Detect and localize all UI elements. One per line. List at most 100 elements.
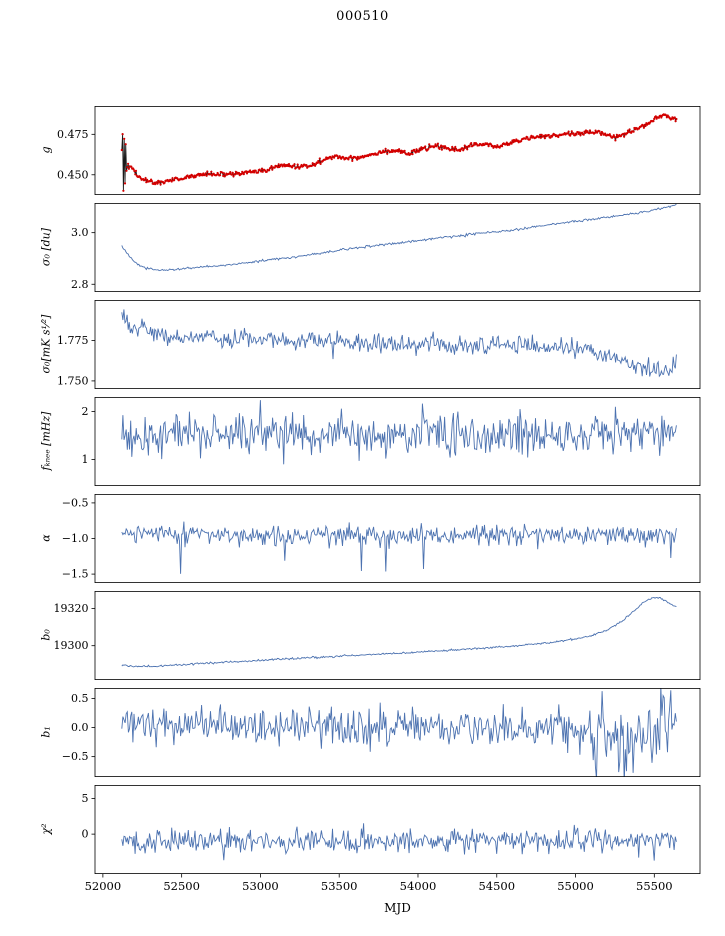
plot-area-sigma0-du: 2.8 3.0 [71,203,701,292]
data-point [120,148,123,152]
data-point [543,137,547,140]
data-point [417,150,420,153]
data-point [411,153,414,156]
data-point [674,120,677,123]
plot-area-chi2: 05 [82,785,701,878]
series-sigma0_mks [121,309,677,378]
data-point [205,174,208,177]
data-point [146,178,149,181]
y-tick-label: 19320 [54,602,89,615]
data-point [614,139,617,142]
data-point [468,145,471,148]
data-point [268,169,271,172]
data-point [600,133,603,136]
y-tick-label: 0.450 [57,168,89,181]
data-point [539,136,543,139]
axes-frame [94,106,701,195]
x-tick-label: 53500 [320,879,358,893]
axes-frame [94,591,701,680]
data-point [428,143,431,146]
series-line [121,823,677,861]
data-point [210,170,213,173]
data-point [524,137,527,140]
data-point [261,170,264,173]
x-tick-label: 54500 [478,879,516,893]
data-point [486,143,489,146]
data-point [277,163,280,166]
data-point [547,133,550,137]
data-point [237,171,241,175]
data-point [132,168,135,171]
data-point [657,116,661,119]
data-point [254,169,257,172]
y-tick-label: 19300 [54,639,89,652]
data-point [134,169,138,172]
data-point [171,177,174,180]
data-point [127,167,130,170]
series-sigma0_du [121,203,677,272]
data-point [598,130,601,133]
y-tick-label: −0.5 [62,496,89,509]
panel-alpha: α −1.5 −1.0 −0.5 [0,494,725,583]
data-point [197,172,200,175]
data-point [505,141,508,144]
plot-area-b0: 19300 19320 [54,591,701,680]
axes-frame [94,785,701,874]
data-point [575,133,578,136]
series-line [121,521,677,574]
data-point [579,134,582,137]
data-point [665,114,668,117]
data-point [608,133,611,136]
data-point [540,133,543,136]
data-point [675,117,678,121]
data-point [333,156,336,159]
data-point [386,152,389,155]
y-tick-label: 0.475 [57,128,89,141]
data-point [472,144,475,147]
y-tick-label: 0.0 [71,721,89,734]
data-point [414,151,417,154]
data-point [209,173,212,176]
data-point [125,169,128,172]
panel-sigma0-du: σ₀ [du] 2.8 3.0 [0,203,725,292]
data-point [130,165,133,168]
data-point [463,144,466,147]
x-tick-label: 52000 [84,879,122,893]
data-point [442,145,445,148]
series-g [120,113,678,192]
data-point [134,173,137,176]
data-point [222,172,226,175]
data-point [436,144,439,147]
data-point [451,145,454,149]
y-tick-label: 1 [82,453,89,466]
data-point [652,120,655,123]
data-point [424,145,427,148]
data-point [433,145,436,148]
data-point [407,152,410,155]
data-point [234,170,237,173]
data-point [150,180,153,183]
x-tick-label: 54000 [399,879,437,893]
data-point [623,135,626,138]
series-b1 [121,688,677,777]
data-point [632,130,635,133]
axes-frame [94,688,701,777]
data-point [520,140,523,143]
data-point [265,170,268,173]
data-point [163,181,166,184]
axes-frame [94,397,701,486]
data-point [528,138,531,141]
data-point [270,165,273,168]
data-point [218,174,222,177]
data-point [415,148,418,151]
y-tick-label: 3.0 [71,226,89,239]
data-point [123,137,126,140]
data-point [232,175,235,178]
plot-area-fknee: 12 [82,397,701,486]
data-point [260,170,263,173]
data-point [206,170,209,173]
data-point [436,142,439,145]
